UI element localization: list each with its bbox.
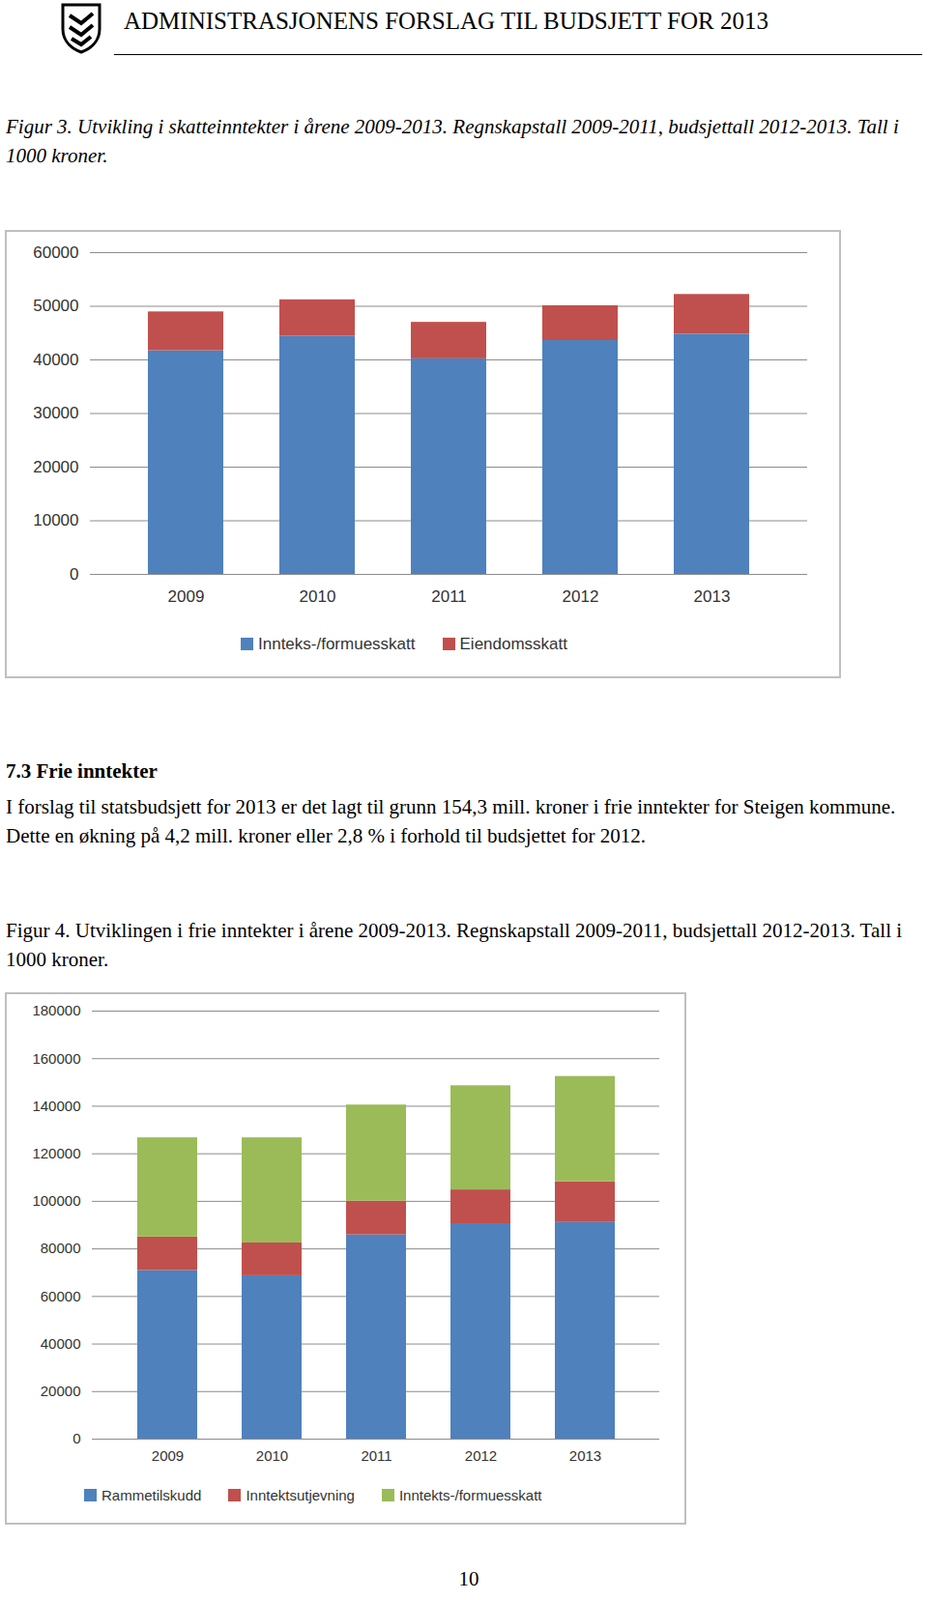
- svg-text:60000: 60000: [32, 243, 79, 262]
- svg-text:2013: 2013: [694, 587, 731, 607]
- svg-text:80000: 80000: [40, 1240, 82, 1257]
- svg-text:50000: 50000: [32, 296, 79, 316]
- svg-text:2012: 2012: [562, 587, 600, 607]
- svg-text:2012: 2012: [464, 1448, 497, 1465]
- svg-text:140000: 140000: [31, 1098, 81, 1115]
- svg-text:40000: 40000: [32, 350, 79, 370]
- svg-text:0: 0: [72, 1430, 81, 1448]
- html-text:Figur 3. Utvikling i skatteinn: Figur 3. Utvikling i skatteinntekter i å…: [5, 115, 899, 168]
- svg-text:0: 0: [69, 565, 79, 584]
- svg-text:2010: 2010: [256, 1448, 289, 1465]
- svg-text:40000: 40000: [40, 1335, 82, 1353]
- svg-text:2013: 2013: [569, 1448, 602, 1465]
- svg-text:20000: 20000: [40, 1383, 82, 1400]
- svg-text:2011: 2011: [360, 1448, 392, 1465]
- svg-text:2009: 2009: [151, 1448, 184, 1465]
- svg-text:120000: 120000: [31, 1145, 81, 1162]
- html-text:I forslag til statsbudsjett fo: I forslag til statsbudsjett for 2013 er …: [5, 795, 896, 848]
- svg-text:20000: 20000: [32, 458, 79, 477]
- html-text:10: 10: [458, 1567, 479, 1592]
- svg-text:10000: 10000: [32, 511, 79, 530]
- html-text:ADMINISTRASJONENS FORSLAG TIL: ADMINISTRASJONENS FORSLAG TIL BUDSJETT F…: [123, 7, 769, 34]
- html-text:Eiendomsskatt: Eiendomsskatt: [459, 635, 568, 654]
- svg-text:60000: 60000: [40, 1288, 82, 1305]
- svg-text:30000: 30000: [32, 404, 79, 423]
- svg-text:2009: 2009: [168, 587, 205, 607]
- html-text:Innteks-/formuesskatt: Innteks-/formuesskatt: [258, 635, 416, 654]
- svg-text:100000: 100000: [31, 1192, 81, 1210]
- html-text:Inntektsutjevning: Inntektsutjevning: [245, 1487, 355, 1505]
- html-text:7.3 Frie inntekter: 7.3 Frie inntekter: [5, 759, 158, 783]
- html-text:Figur 4. Utviklingen i frie in: Figur 4. Utviklingen i frie inntekter i …: [5, 919, 902, 972]
- html-text:Inntekts-/formuesskatt: Inntekts-/formuesskatt: [399, 1487, 542, 1505]
- svg-text:2011: 2011: [431, 587, 467, 607]
- svg-text:180000: 180000: [31, 1002, 81, 1019]
- svg-text:160000: 160000: [31, 1050, 81, 1068]
- html-text:Rammetilskudd: Rammetilskudd: [101, 1487, 202, 1505]
- svg-text:2010: 2010: [299, 587, 337, 607]
